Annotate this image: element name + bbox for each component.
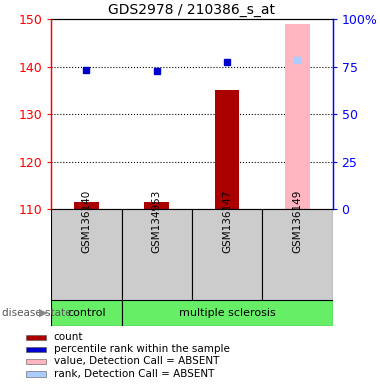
Text: GSM136147: GSM136147 — [222, 189, 232, 253]
Bar — [192, 209, 262, 300]
Title: GDS2978 / 210386_s_at: GDS2978 / 210386_s_at — [108, 3, 276, 17]
Bar — [215, 91, 239, 209]
Text: control: control — [67, 308, 106, 318]
Bar — [262, 209, 332, 300]
Text: percentile rank within the sample: percentile rank within the sample — [54, 344, 230, 354]
Bar — [122, 300, 332, 326]
Text: GSM136140: GSM136140 — [81, 189, 92, 253]
Bar — [26, 347, 46, 352]
Text: value, Detection Call = ABSENT: value, Detection Call = ABSENT — [54, 356, 219, 366]
Bar — [144, 202, 169, 209]
Bar — [74, 202, 99, 209]
Text: multiple sclerosis: multiple sclerosis — [179, 308, 276, 318]
Bar — [51, 209, 122, 300]
Bar — [51, 300, 122, 326]
Text: rank, Detection Call = ABSENT: rank, Detection Call = ABSENT — [54, 369, 214, 379]
Bar — [26, 359, 46, 364]
Text: GSM136149: GSM136149 — [292, 189, 302, 253]
Text: count: count — [54, 333, 83, 343]
Bar — [26, 371, 46, 377]
Text: ▶: ▶ — [40, 308, 48, 318]
Bar — [285, 24, 310, 209]
Bar — [122, 209, 192, 300]
Bar — [26, 334, 46, 340]
Text: disease state: disease state — [2, 308, 71, 318]
Text: GSM134953: GSM134953 — [152, 189, 162, 253]
